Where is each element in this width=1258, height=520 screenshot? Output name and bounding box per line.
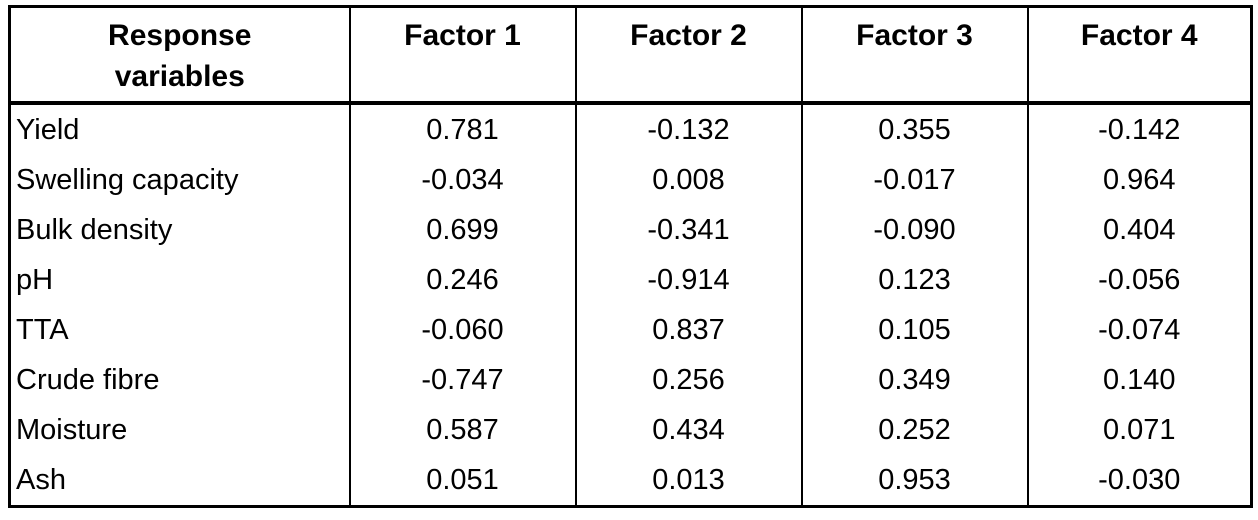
table-row: Bulk density 0.699 -0.341 -0.090 0.404 [8,205,1253,255]
row-label-cell: Moisture [8,405,351,455]
table-row: Ash 0.051 0.013 0.953 -0.030 [8,455,1253,507]
table-row: pH 0.246 -0.914 0.123 -0.056 [8,255,1253,305]
value-cell: -0.060 [348,305,577,355]
value-cell: 0.140 [1026,355,1253,405]
factor-loadings-table: Response variables Factor 1 Factor 2 Fac… [8,5,1253,508]
column-header-factor-1: Factor 1 [348,6,577,105]
column-header-factor-3: Factor 3 [800,6,1029,105]
value-cell: 0.246 [348,255,577,305]
value-cell: 0.071 [1026,405,1253,455]
table-row: Moisture 0.587 0.434 0.252 0.071 [8,405,1253,455]
row-label-cell: pH [8,255,351,305]
value-cell: -0.030 [1026,455,1253,507]
header-row: Response variables Factor 1 Factor 2 Fac… [8,6,1253,105]
row-label-cell: Crude fibre [8,355,351,405]
value-cell: 0.355 [800,103,1029,155]
value-cell: -0.132 [574,103,803,155]
value-cell: 0.434 [574,405,803,455]
table-row: Crude fibre -0.747 0.256 0.349 0.140 [8,355,1253,405]
value-cell: 0.256 [574,355,803,405]
value-cell: -0.074 [1026,305,1253,355]
row-label-cell: Ash [8,455,351,507]
value-cell: -0.034 [348,155,577,205]
table-row: Yield 0.781 -0.132 0.355 -0.142 [8,103,1253,155]
value-cell: 0.013 [574,455,803,507]
value-cell: -0.017 [800,155,1029,205]
value-cell: -0.142 [1026,103,1253,155]
column-header-response-variables: Response variables [8,6,351,105]
row-label-cell: TTA [8,305,351,355]
value-cell: 0.105 [800,305,1029,355]
table-row: TTA -0.060 0.837 0.105 -0.074 [8,305,1253,355]
value-cell: 0.349 [800,355,1029,405]
value-cell: 0.123 [800,255,1029,305]
value-cell: 0.781 [348,103,577,155]
value-cell: 0.699 [348,205,577,255]
value-cell: 0.051 [348,455,577,507]
value-cell: 0.008 [574,155,803,205]
table-body: Yield 0.781 -0.132 0.355 -0.142 Swelling capa… [8,103,1253,507]
value-cell: 0.964 [1026,155,1253,205]
value-cell: 0.837 [574,305,803,355]
table-row: Swelling capacity -0.034 0.008 -0.017 0.964 [8,155,1253,205]
column-header-factor-4: Factor 4 [1026,6,1253,105]
value-cell: 0.587 [348,405,577,455]
row-label-cell: Bulk density [8,205,351,255]
value-cell: -0.914 [574,255,803,305]
value-cell: -0.747 [348,355,577,405]
column-header-factor-2: Factor 2 [574,6,803,105]
value-cell: 0.404 [1026,205,1253,255]
value-cell: 0.953 [800,455,1029,507]
value-cell: -0.341 [574,205,803,255]
row-label-cell: Yield [8,103,351,155]
column-header-label: Response variables [108,19,252,93]
value-cell: -0.090 [800,205,1029,255]
row-label-cell: Swelling capacity [8,155,351,205]
value-cell: -0.056 [1026,255,1253,305]
value-cell: 0.252 [800,405,1029,455]
